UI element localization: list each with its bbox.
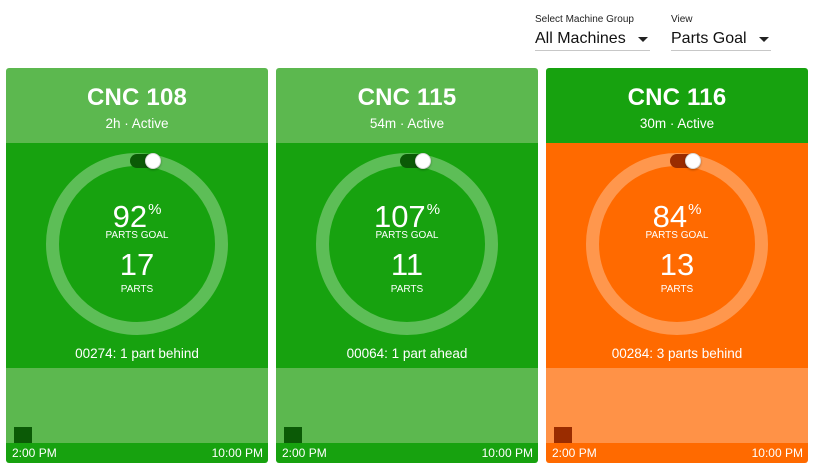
machine-status: 54m · Active (369, 116, 445, 131)
goal-percent-label: PARTS GOAL (375, 230, 439, 241)
parts-label: PARTS (660, 284, 694, 295)
goal-percent: 92% (6, 192, 268, 235)
machine-title: CNC 115 (357, 84, 457, 111)
goal-gauge (586, 153, 768, 335)
gauge-toggle[interactable] (670, 153, 701, 169)
toggle-knob (415, 153, 431, 169)
toggle-knob (145, 153, 161, 169)
percent-sign: % (426, 201, 441, 218)
job-status-message: 00064: 1 part ahead (346, 346, 468, 361)
view-filter[interactable]: View Parts Goal (671, 13, 771, 51)
card-body: 107% PARTS GOAL 11 PARTS 00064: 1 part a… (276, 143, 538, 368)
card-body: 84% PARTS GOAL 13 PARTS 00284: 3 parts b… (546, 143, 808, 368)
goal-percent-value: 92 (112, 199, 148, 234)
machine-group-label: Select Machine Group (535, 14, 634, 25)
gauge-toggle[interactable] (130, 153, 161, 169)
goal-gauge (46, 153, 228, 335)
goal-percent: 84% (546, 192, 808, 235)
gauge-toggle[interactable] (400, 153, 431, 169)
timeline-axis: 2:00 PM 10:00 PM (276, 443, 538, 463)
machine-status: 2h · Active (105, 116, 169, 131)
machine-title: CNC 116 (627, 84, 727, 111)
goal-percent-label: PARTS GOAL (645, 230, 709, 241)
parts-count: 13 (659, 247, 695, 282)
percent-sign: % (688, 201, 702, 218)
machine-group-select[interactable]: All Machines (535, 28, 650, 51)
goal-gauge (316, 153, 498, 335)
machine-status: 30m · Active (639, 116, 715, 131)
job-status-message: 00284: 3 parts behind (611, 346, 743, 361)
card-header: CNC 115 54m · Active (276, 68, 538, 143)
machine-card-cnc-115[interactable]: CNC 115 54m · Active 107% PARTS GOAL 11 … (276, 68, 538, 463)
parts-count: 17 (119, 247, 155, 282)
timeline-bar (14, 427, 32, 443)
percent-sign: % (148, 201, 162, 218)
parts-label: PARTS (390, 284, 424, 295)
view-value: Parts Goal (671, 30, 747, 47)
time-start: 2:00 PM (12, 446, 57, 460)
time-start: 2:00 PM (282, 446, 327, 460)
machine-card-cnc-108[interactable]: CNC 108 2h · Active 92% PARTS GOAL 17 PA… (6, 68, 268, 463)
parts-label: PARTS (120, 284, 154, 295)
goal-percent-value: 107 (373, 199, 426, 234)
timeline-bar (284, 427, 302, 443)
time-end: 10:00 PM (481, 446, 533, 460)
goal-percent-label: PARTS GOAL (105, 230, 169, 241)
timeline-axis: 2:00 PM 10:00 PM (546, 443, 808, 463)
timeline-chart (276, 368, 538, 443)
timeline-bar (554, 427, 572, 443)
parts-count: 11 (390, 247, 424, 282)
machine-group-filter[interactable]: Select Machine Group All Machines (535, 13, 650, 51)
timeline-chart (6, 368, 268, 443)
timeline-axis: 2:00 PM 10:00 PM (6, 443, 268, 463)
caret-down-icon[interactable] (759, 37, 769, 42)
timeline-chart (546, 368, 808, 443)
view-select[interactable]: Parts Goal (671, 28, 771, 51)
time-end: 10:00 PM (211, 446, 263, 460)
view-label: View (671, 14, 693, 25)
card-header: CNC 116 30m · Active (546, 68, 808, 143)
goal-percent-value: 84 (652, 199, 688, 234)
toggle-knob (685, 153, 701, 169)
card-header: CNC 108 2h · Active (6, 68, 268, 143)
card-body: 92% PARTS GOAL 17 PARTS 00274: 1 part be… (6, 143, 268, 368)
machine-card-cnc-116[interactable]: CNC 116 30m · Active 84% PARTS GOAL 13 P… (546, 68, 808, 463)
time-start: 2:00 PM (552, 446, 597, 460)
goal-percent: 107% (276, 192, 538, 235)
machine-title: CNC 108 (86, 84, 188, 111)
caret-down-icon[interactable] (638, 37, 648, 42)
machine-group-value: All Machines (535, 30, 626, 47)
job-status-message: 00274: 1 part behind (75, 346, 199, 361)
time-end: 10:00 PM (751, 446, 803, 460)
